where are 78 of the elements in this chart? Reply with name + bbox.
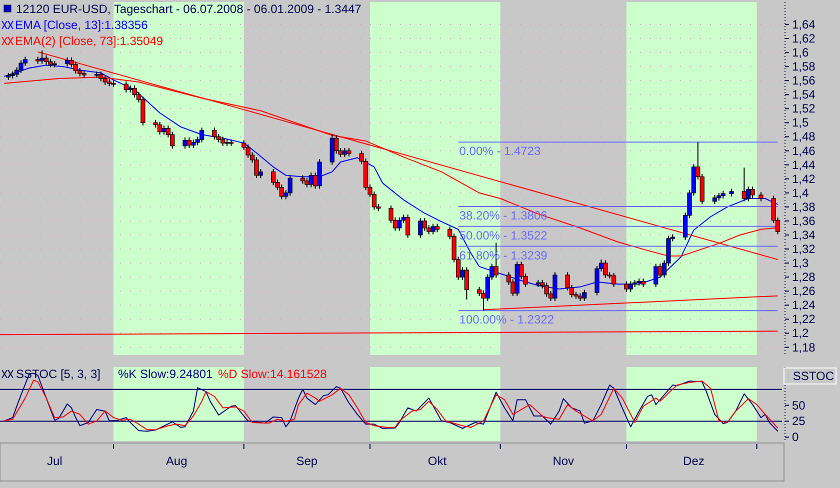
candlestick (140, 96, 146, 126)
candlestick (124, 80, 128, 94)
y-tick-label: 1,2 (792, 326, 810, 340)
y-tick-label: 1,44 (792, 158, 816, 172)
candlestick (612, 272, 616, 288)
y-tick-label: 50 (792, 398, 806, 412)
legend-label: EMA(2) [Close, 73]:1.35049 (15, 34, 164, 48)
candlestick (317, 158, 322, 190)
candlestick (758, 192, 764, 202)
text: SSTOC (792, 369, 834, 383)
candlestick (582, 289, 587, 302)
series-label: 100.00% - 1.2322 (459, 312, 554, 327)
y-tick-label: 1,34 (792, 228, 816, 242)
candlestick (246, 144, 250, 158)
y-tick-label: 1,36 (792, 214, 816, 228)
y-tick-label: 1,28 (792, 270, 816, 284)
y-tick-label: 1,54 (792, 88, 816, 102)
candlestick (279, 184, 284, 200)
y-tick-label: 1,38 (792, 200, 816, 214)
y-tick-label: 1,18 (792, 340, 816, 354)
y-tick-label: 1,58 (792, 60, 816, 74)
y-tick-label: 1,3 (792, 256, 810, 270)
candlestick (186, 136, 192, 148)
series-label: 0.00% - 1.4723 (459, 144, 541, 158)
candlestick (406, 214, 410, 238)
candlestick (422, 218, 427, 232)
x-tick-label: Sep (296, 454, 318, 468)
chart-title: 12120 EUR-USD, Tageschart - 06.07.2008 - 06.01.2009 - 1.3447 (16, 2, 362, 16)
candlestick (270, 168, 276, 186)
y-tick-label: 1,52 (792, 102, 816, 116)
candlestick (308, 172, 314, 188)
candlestick (212, 127, 217, 140)
candlestick (742, 167, 746, 202)
legend-label: EMA [Close, 13]:1.38356 (15, 18, 148, 32)
candlestick (603, 260, 608, 278)
candlestick (654, 263, 658, 288)
y-tick-label: 1,22 (792, 312, 816, 326)
y-tick-label: 1,32 (792, 242, 816, 256)
x-tick-label: Nov (552, 454, 574, 468)
candlestick (430, 223, 436, 235)
candlestick (397, 216, 402, 232)
y-tick-label: 1,48 (792, 130, 816, 144)
candlestick (544, 282, 549, 298)
chart-title: SSTOC [5, 3, 3] (16, 367, 100, 381)
x-tick-label: Jul (46, 454, 62, 468)
y-tick-label: 1,5 (792, 116, 810, 130)
candlestick (750, 186, 755, 198)
y-tick-label: 1,24 (792, 298, 816, 312)
candlestick (220, 136, 226, 146)
candlestick (200, 127, 204, 143)
candlestick (624, 280, 629, 292)
y-tick-label: 1,6 (792, 46, 810, 60)
y-tick-label: 25 (792, 414, 806, 428)
candlestick (162, 125, 166, 136)
y-tick-label: 1,56 (792, 74, 816, 88)
candlestick (418, 218, 423, 238)
series-label: 38.20% - 1.3806 (459, 208, 548, 222)
y-tick-label: 1,26 (792, 284, 816, 298)
x-tick-label: Aug (166, 454, 188, 468)
y-tick-label: 1,64 (792, 17, 816, 32)
y-tick-label: 0 (792, 430, 799, 444)
candlestick (712, 194, 718, 205)
x-tick-label: Okt (428, 454, 448, 468)
series-label: %K Slow:9.24801 (118, 367, 214, 381)
candlestick (330, 133, 334, 166)
candlestick (157, 122, 162, 136)
candlestick (44, 54, 49, 65)
series-label: %D Slow:14.161528 (218, 367, 328, 381)
candlestick (73, 61, 78, 74)
candlestick (464, 266, 469, 300)
x-tick-label: Dez (683, 454, 704, 468)
y-tick-label: 1,42 (792, 172, 816, 186)
y-tick-label: 1,4 (792, 186, 810, 200)
y-tick-label: 1,62 (792, 31, 816, 46)
candlestick (304, 178, 310, 188)
candlestick (288, 174, 292, 196)
y-tick-label: 1,46 (792, 144, 816, 158)
candlestick (182, 136, 188, 150)
